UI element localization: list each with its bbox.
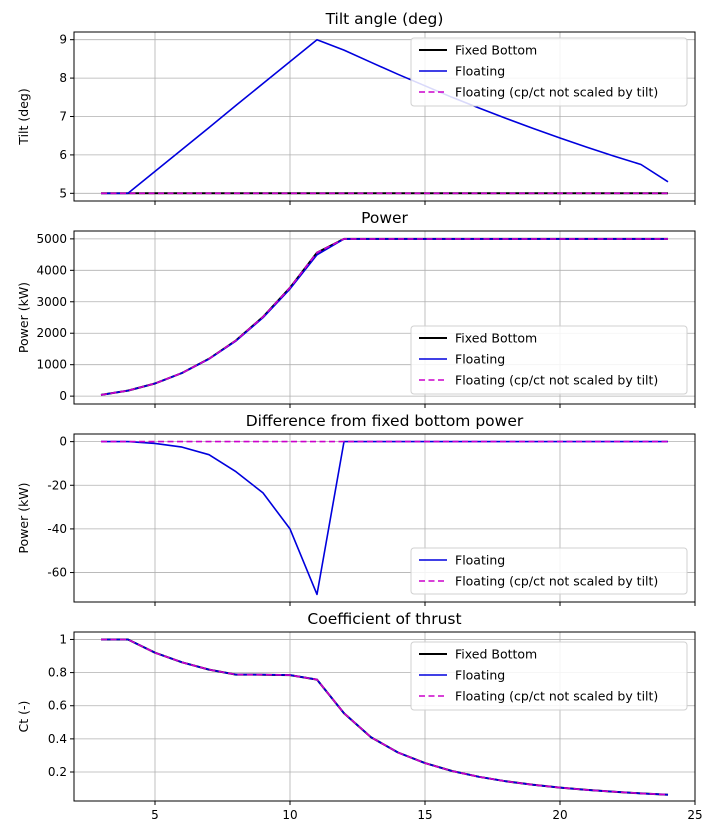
y-tick-label: 1: [59, 632, 67, 646]
series-line-1: [101, 440, 668, 596]
series-line-2: [101, 38, 669, 195]
y-axis-label: Tilt (deg): [16, 88, 31, 145]
y-tick-label: -60: [47, 566, 67, 580]
chart-title: Coefficient of thrust: [307, 610, 461, 628]
y-tick-label: 6: [59, 148, 67, 162]
chart-title: Power: [361, 209, 408, 227]
y-tick-label: -40: [47, 522, 67, 536]
legend-box: [410, 547, 688, 595]
legend: Fixed Bottom Floating Floating (cp/ct not …: [410, 641, 688, 711]
x-tick-label: 20: [552, 808, 567, 822]
y-tick-label: 3000: [36, 295, 67, 309]
y-tick-label: 0: [59, 435, 67, 449]
series-line-3: [100, 238, 668, 396]
legend-box: [410, 37, 688, 107]
y-tick-label: -20: [47, 478, 67, 492]
chart-2: 0 1000 2000 3000 4000 5000 Power Power (kW) Fixe…: [16, 209, 696, 408]
legend-box: [410, 641, 688, 711]
legend-label: Floating (cp/ct not scaled by tilt): [455, 689, 658, 704]
legend: Fixed Bottom Floating Floating (cp/ct not …: [410, 325, 688, 395]
legend-label: Fixed Bottom: [455, 647, 537, 662]
x-tick-label: 10: [282, 808, 297, 822]
y-tick-label: 2000: [36, 326, 67, 340]
y-axis-label: Ct (-): [16, 701, 31, 733]
y-tick-label: 0: [59, 389, 67, 403]
plot-frame: [73, 230, 696, 405]
chart-3: 0 -20 -40 -60 Difference from fixed bottom p…: [16, 412, 696, 606]
legend-box: [410, 325, 688, 395]
legend-label: Floating: [455, 64, 505, 79]
y-tick-label: 8: [59, 71, 67, 85]
legend-label: Fixed Bottom: [455, 43, 537, 58]
chart-title: Difference from fixed bottom power: [246, 412, 524, 430]
legend: Floating Floating (cp/ct not scaled by ti…: [410, 547, 688, 595]
y-tick-label: 0.8: [48, 666, 67, 680]
legend-label: Floating (cp/ct not scaled by tilt): [455, 373, 658, 388]
chart-title: Tilt angle (deg): [325, 10, 444, 28]
legend-label: Floating (cp/ct not scaled by tilt): [455, 574, 658, 589]
y-axis-label: Power (kW): [16, 482, 31, 553]
x-tick-label: 25: [687, 808, 702, 822]
y-tick-label: 7: [59, 110, 67, 124]
series-line-3: [101, 638, 669, 796]
chart-1: 5 6 7 8 9 Tilt angle (deg) Tilt (deg) Fixed Bot…: [16, 10, 696, 205]
y-tick-label: 5: [59, 186, 67, 200]
y-tick-label: 0.6: [48, 699, 67, 713]
y-tick-label: 0.2: [48, 765, 67, 779]
legend-label: Fixed Bottom: [455, 331, 537, 346]
plot-frame: [73, 631, 696, 802]
y-axis-label: Power (kW): [16, 282, 31, 353]
x-tick-label: 15: [417, 808, 432, 822]
y-tick-label: 9: [59, 33, 67, 47]
y-tick-label: 1000: [36, 358, 67, 372]
legend-label: Floating: [455, 352, 505, 367]
chart-4: 5 10 15 20 25 0.2 0.4 0.6 0.8 1 Coefficient of thr…: [16, 610, 703, 822]
y-tick-label: 5000: [36, 232, 67, 246]
legend: Fixed Bottom Floating Floating (cp/ct not …: [410, 37, 688, 107]
plot-frame: [73, 433, 696, 603]
legend-label: Floating: [455, 553, 505, 568]
y-tick-label: 4000: [36, 263, 67, 277]
x-tick-label: 5: [151, 808, 159, 822]
legend-label: Floating: [455, 668, 505, 683]
y-tick-label: 0.4: [48, 732, 67, 746]
legend-label: Floating (cp/ct not scaled by tilt): [455, 85, 658, 100]
